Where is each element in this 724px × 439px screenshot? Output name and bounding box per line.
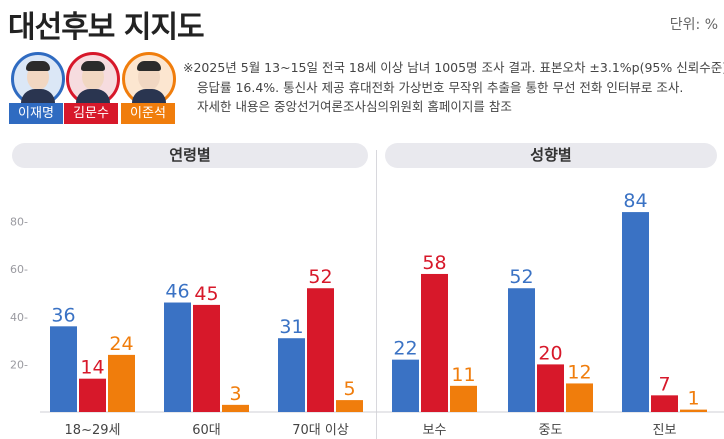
bar <box>278 338 305 412</box>
page-title: 대선후보 지지도 <box>8 10 205 45</box>
y-tick-label: 60- <box>10 263 28 276</box>
candidate-1-label: 이재명 <box>9 103 63 124</box>
section-age-header: 연령별 <box>12 143 368 168</box>
bar <box>680 409 707 412</box>
bar <box>622 212 649 412</box>
data-label: 58 <box>422 252 446 274</box>
bar <box>537 364 564 412</box>
x-tick-label: 70대 이상 <box>292 423 349 438</box>
bar <box>421 273 448 412</box>
data-label: 52 <box>308 266 332 288</box>
bar <box>193 304 220 412</box>
x-tick-label: 진보 <box>653 423 677 438</box>
bar <box>222 404 249 412</box>
bar <box>108 354 135 412</box>
data-label: 7 <box>658 373 670 395</box>
section-divider <box>376 150 377 439</box>
candidate-3-label: 이준석 <box>121 103 175 124</box>
data-label: 14 <box>80 357 104 379</box>
data-label: 22 <box>393 338 417 360</box>
bar <box>336 400 363 412</box>
x-tick-label: 18~29세 <box>65 423 121 438</box>
data-label: 36 <box>51 304 75 326</box>
data-label: 1 <box>687 388 699 410</box>
bar <box>450 385 477 412</box>
data-label: 5 <box>343 378 355 400</box>
x-tick-label: 60대 <box>192 423 221 438</box>
bar <box>566 383 593 412</box>
x-tick-label: 보수 <box>423 423 447 438</box>
data-label: 84 <box>623 190 647 212</box>
bar <box>651 395 678 412</box>
data-label: 46 <box>165 281 189 303</box>
data-label: 12 <box>567 361 591 383</box>
y-tick-label: 20- <box>10 358 28 371</box>
section-orientation-header: 성향별 <box>385 143 717 168</box>
y-tick-label: 80- <box>10 216 28 229</box>
data-label: 52 <box>509 266 533 288</box>
data-label: 24 <box>109 333 133 355</box>
bar <box>79 378 106 412</box>
survey-note-line-1: ※2025년 5월 13~15일 전국 18세 이상 남녀 1005명 조사 결… <box>183 60 724 75</box>
bar <box>508 288 535 412</box>
survey-note-line-3: 자세한 내용은 중앙선거여론조사심의위원회 홈페이지를 참조 <box>197 99 512 114</box>
data-label: 31 <box>279 316 303 338</box>
survey-note-line-2: 응답률 16.4%. 통신사 제공 휴대전화 가상번호 무작위 추출을 통한 무… <box>197 80 684 95</box>
bar <box>50 326 77 412</box>
data-label: 45 <box>194 283 218 305</box>
bar <box>307 288 334 412</box>
bar <box>164 302 191 412</box>
y-tick-label: 40- <box>10 311 28 324</box>
candidate-2-label: 김문수 <box>64 103 118 124</box>
data-label: 11 <box>451 364 475 386</box>
data-label: 3 <box>229 383 241 405</box>
unit-label: 단위: % <box>669 17 718 33</box>
data-label: 20 <box>538 342 562 364</box>
bar <box>392 359 419 412</box>
x-tick-label: 중도 <box>539 423 563 438</box>
